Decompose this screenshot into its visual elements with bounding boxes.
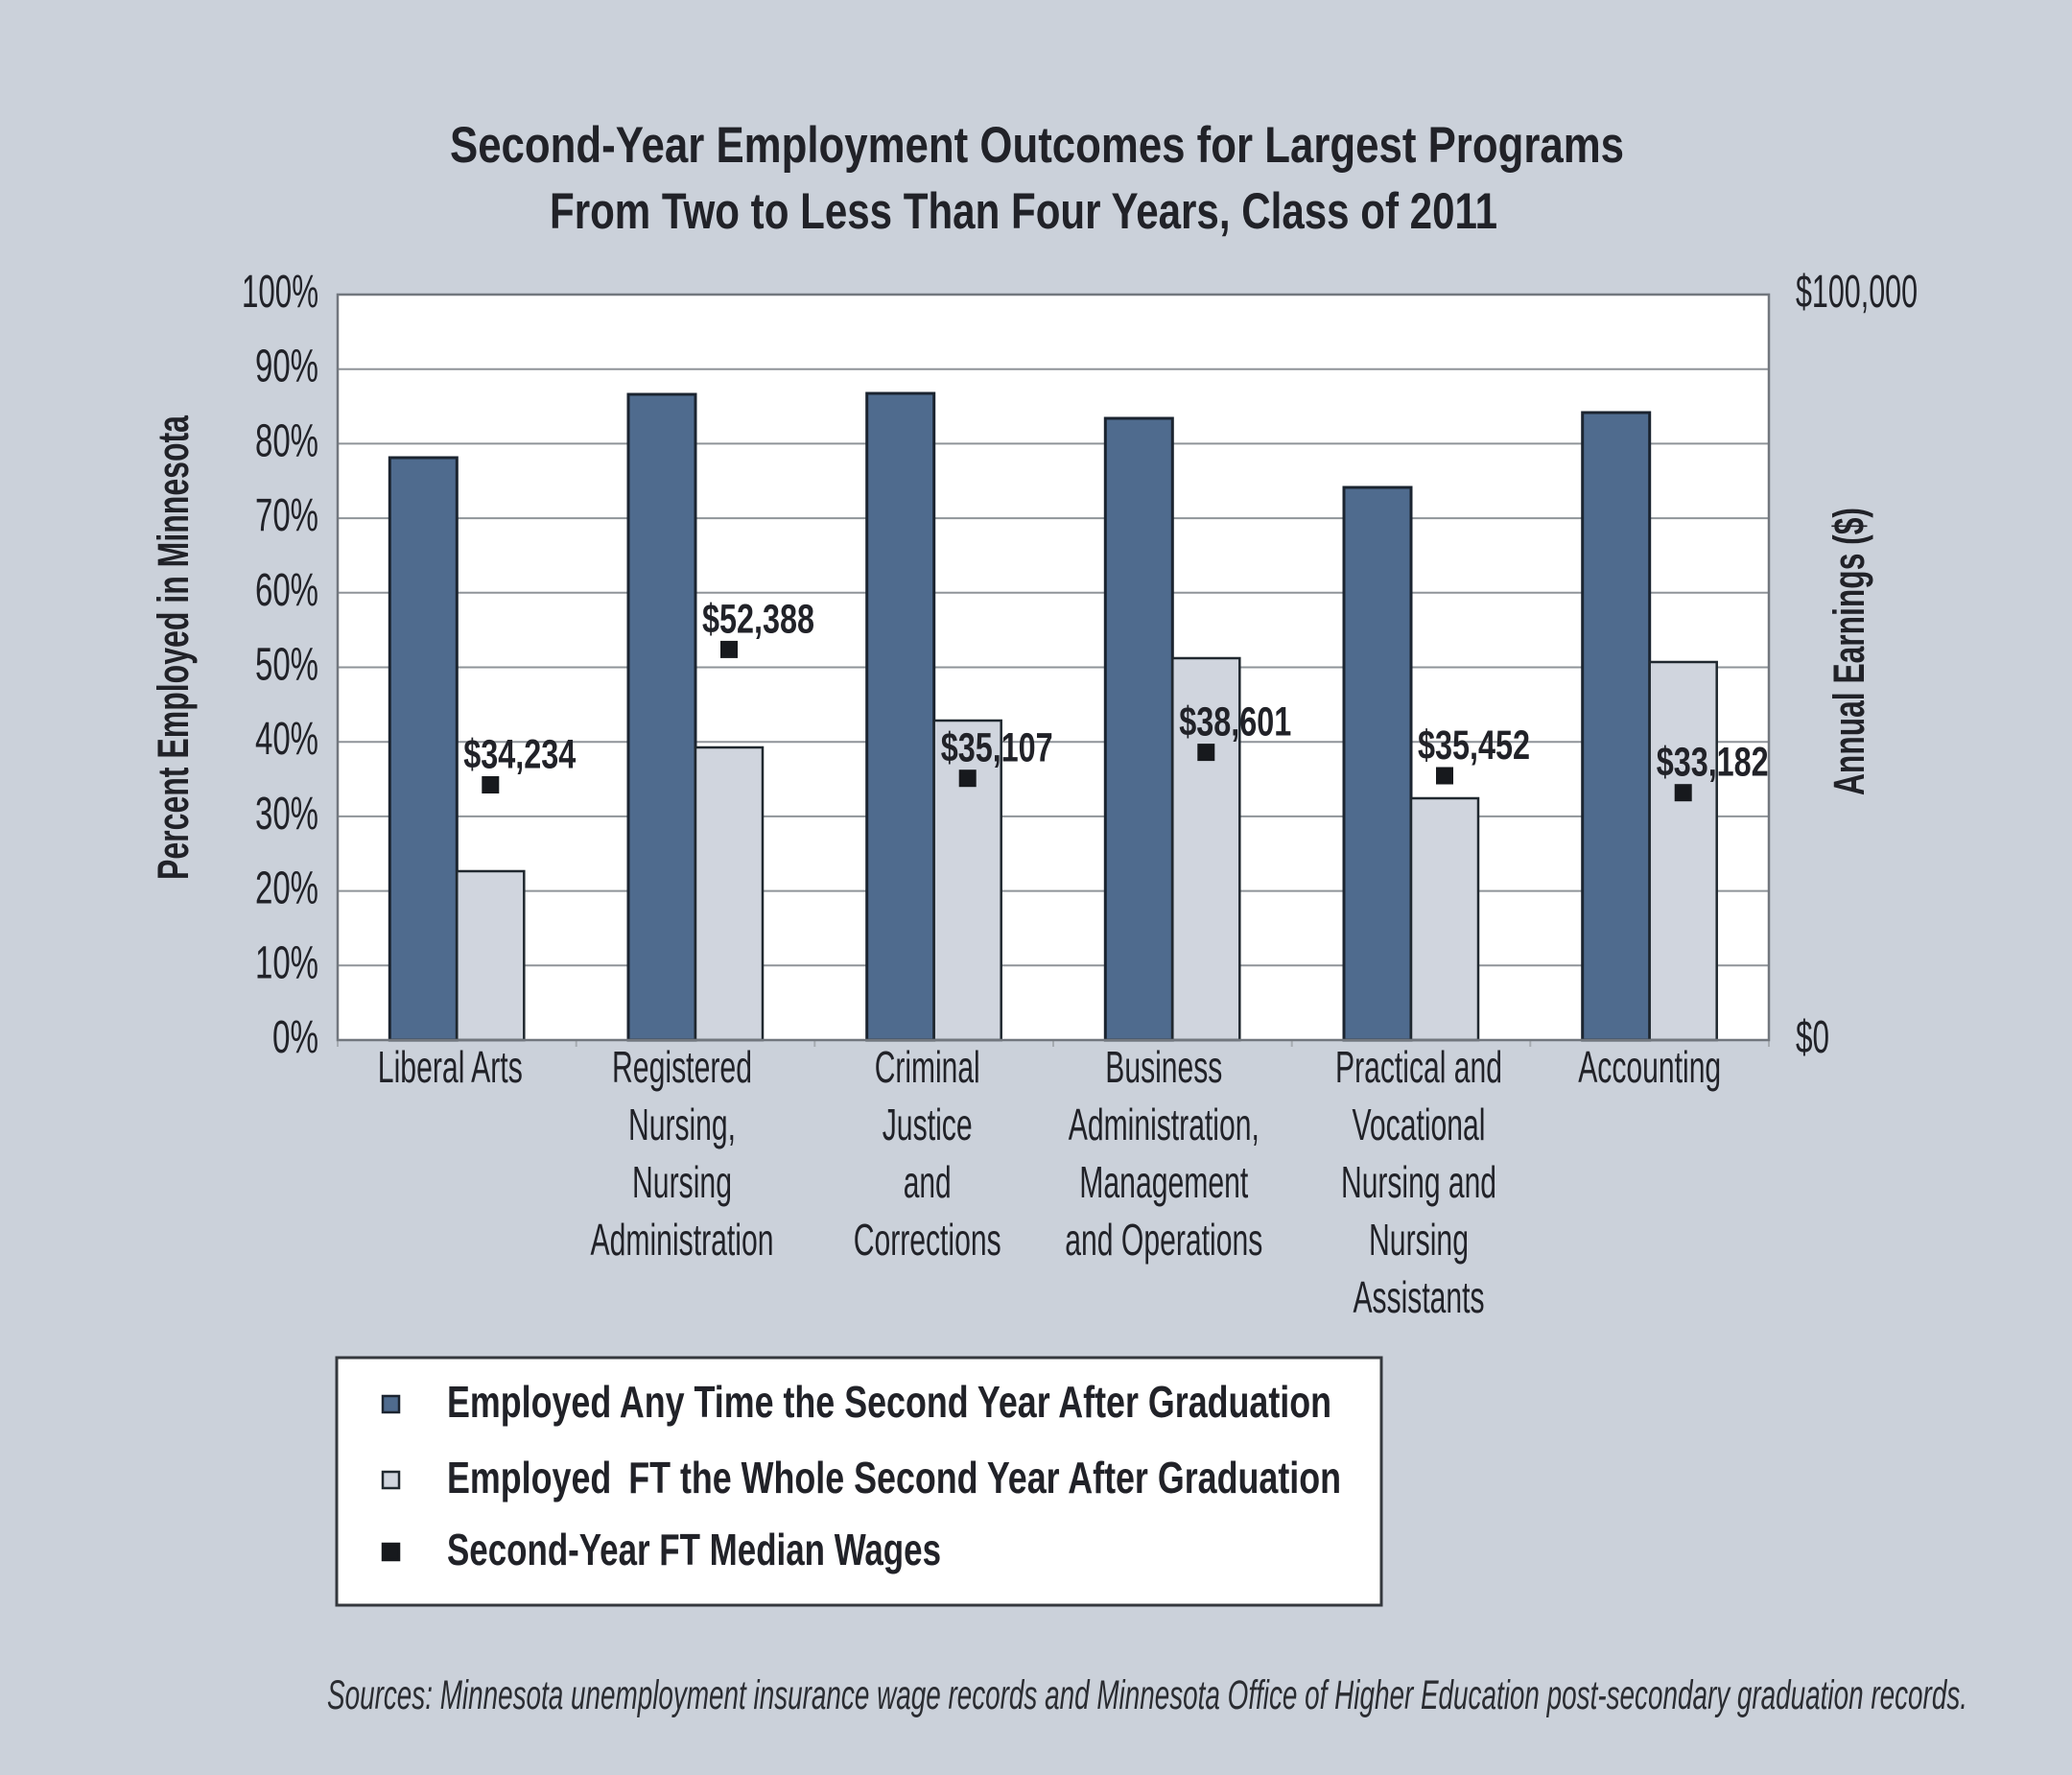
svg-text:$35,452: $35,452 xyxy=(1418,722,1530,769)
svg-text:Sources: Minnesota unemploymen: Sources: Minnesota unemployment insuranc… xyxy=(327,1672,1967,1718)
svg-text:Annual Earnings ($): Annual Earnings ($) xyxy=(1825,508,1873,795)
svg-text:Administration: Administration xyxy=(591,1215,774,1265)
svg-text:Nursing: Nursing xyxy=(632,1157,732,1207)
svg-text:$52,388: $52,388 xyxy=(702,596,814,642)
svg-text:50%: 50% xyxy=(255,640,318,691)
svg-text:Criminal: Criminal xyxy=(875,1042,980,1092)
svg-text:0%: 0% xyxy=(272,1012,318,1063)
svg-text:Registered: Registered xyxy=(612,1042,752,1092)
svg-text:80%: 80% xyxy=(255,415,318,466)
svg-text:Employed Any Time the Second Y: Employed Any Time the Second Year After … xyxy=(447,1377,1331,1427)
svg-text:Liberal Arts: Liberal Arts xyxy=(378,1042,523,1092)
svg-text:20%: 20% xyxy=(255,864,318,914)
svg-text:$33,182: $33,182 xyxy=(1657,740,1769,786)
svg-text:Nursing and: Nursing and xyxy=(1341,1157,1496,1207)
svg-text:Second-Year FT Median Wages: Second-Year FT Median Wages xyxy=(447,1525,941,1574)
svg-text:From Two to Less Than Four Yea: From Two to Less Than Four Years, Class … xyxy=(550,183,1497,240)
svg-text:Business: Business xyxy=(1105,1042,1222,1092)
svg-text:30%: 30% xyxy=(255,789,318,840)
svg-text:and Operations: and Operations xyxy=(1065,1215,1262,1265)
svg-text:Employed FT the Whole Second Y: Employed FT the Whole Second Year After … xyxy=(447,1453,1341,1503)
svg-text:70%: 70% xyxy=(255,490,318,541)
svg-text:Assistants: Assistants xyxy=(1354,1272,1485,1322)
svg-text:$34,234: $34,234 xyxy=(463,732,576,778)
svg-text:Nursing: Nursing xyxy=(1369,1215,1469,1265)
svg-text:90%: 90% xyxy=(255,342,318,392)
svg-text:Percent Employed in Minnesota: Percent Employed in Minnesota xyxy=(149,414,198,880)
svg-text:Justice: Justice xyxy=(883,1100,973,1149)
svg-text:100%: 100% xyxy=(242,267,318,318)
svg-text:Accounting: Accounting xyxy=(1578,1042,1721,1092)
svg-text:$38,601: $38,601 xyxy=(1179,699,1291,746)
svg-text:Second-Year Employment Outcome: Second-Year Employment Outcomes for Larg… xyxy=(450,117,1624,174)
svg-text:10%: 10% xyxy=(255,937,318,988)
svg-text:$35,107: $35,107 xyxy=(941,725,1053,771)
svg-text:$0: $0 xyxy=(1796,1012,1829,1063)
svg-text:Management: Management xyxy=(1079,1157,1248,1207)
svg-text:Administration,: Administration, xyxy=(1069,1100,1260,1149)
svg-text:60%: 60% xyxy=(255,565,318,616)
svg-text:40%: 40% xyxy=(255,714,318,765)
svg-text:Nursing,: Nursing, xyxy=(628,1100,736,1149)
svg-text:$100,000: $100,000 xyxy=(1796,267,1918,318)
svg-text:Vocational: Vocational xyxy=(1353,1100,1486,1149)
svg-text:and: and xyxy=(904,1157,952,1207)
svg-text:Corrections: Corrections xyxy=(854,1215,1001,1265)
svg-text:Practical and: Practical and xyxy=(1335,1042,1502,1092)
